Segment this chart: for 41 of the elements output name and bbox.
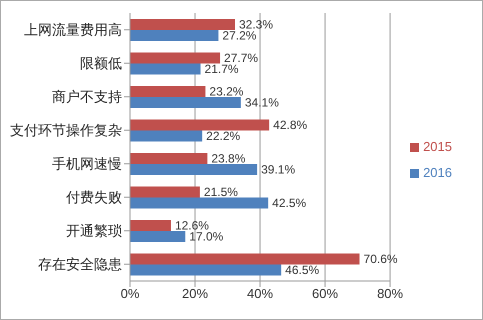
x-tick-label: 0% bbox=[120, 286, 140, 302]
data-label: 22.2% bbox=[206, 129, 241, 144]
data-label: 23.2% bbox=[209, 84, 244, 99]
bar bbox=[130, 186, 200, 198]
data-label: 70.6% bbox=[364, 252, 398, 266]
y-tick-label: 上网流量费用高 bbox=[24, 22, 122, 38]
bar bbox=[130, 19, 236, 30]
data-label: 39.1% bbox=[261, 162, 296, 177]
legend-label: 2015 bbox=[423, 139, 452, 154]
x-tick-label: 80% bbox=[377, 286, 404, 302]
bar bbox=[130, 52, 220, 64]
bar bbox=[130, 153, 208, 164]
y-tick-label: 支付环节操作复杂 bbox=[10, 122, 122, 138]
x-tick-label: 20% bbox=[182, 286, 208, 302]
bar bbox=[130, 164, 258, 176]
bar bbox=[130, 198, 268, 209]
y-tick-label: 限额低 bbox=[80, 55, 122, 72]
y-tick-label: 付费失败 bbox=[65, 189, 122, 206]
bar bbox=[130, 64, 201, 75]
bar bbox=[130, 254, 360, 265]
y-tick-label: 手机网速慢 bbox=[52, 156, 122, 172]
y-tick-label: 存在安全隐患 bbox=[38, 256, 122, 272]
bar bbox=[130, 130, 202, 142]
bar bbox=[130, 86, 206, 98]
data-label: 46.5% bbox=[285, 263, 320, 278]
y-tick-label: 开通繁琐 bbox=[66, 222, 122, 239]
bar bbox=[130, 264, 282, 276]
data-label: 42.5% bbox=[272, 196, 307, 210]
data-label: 42.8% bbox=[273, 118, 308, 132]
bar bbox=[130, 220, 171, 232]
legend-label: 2016 bbox=[423, 165, 452, 180]
bar bbox=[130, 30, 218, 42]
bar bbox=[130, 231, 186, 242]
data-label: 34.1% bbox=[244, 96, 280, 110]
x-tick-label: 40% bbox=[247, 286, 274, 302]
y-tick-label: 商户不支持 bbox=[52, 88, 122, 105]
x-tick-label: 60% bbox=[312, 286, 339, 302]
bar bbox=[130, 97, 241, 108]
data-label: 23.8% bbox=[211, 152, 246, 166]
bar bbox=[130, 120, 270, 131]
data-label: 21.5% bbox=[204, 185, 238, 200]
